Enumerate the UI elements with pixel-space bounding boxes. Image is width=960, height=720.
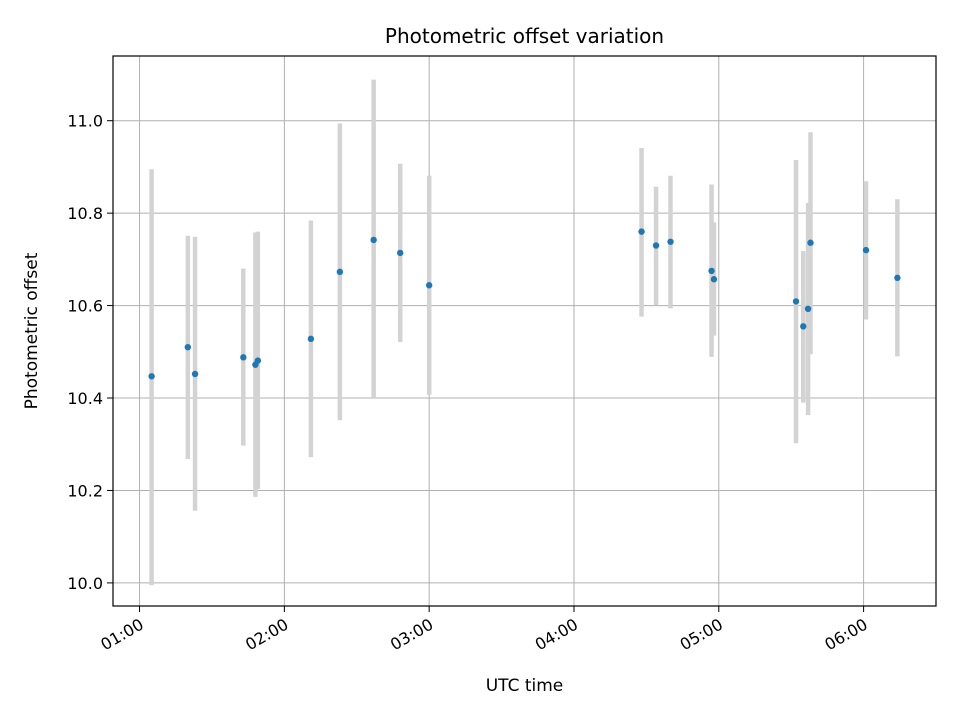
x-axis-title: UTC time (486, 676, 564, 696)
plot-frame (112, 55, 937, 607)
data-point (148, 373, 155, 380)
data-point (191, 370, 199, 378)
chart-title: Photometric offset variation (385, 24, 664, 48)
data-point (370, 236, 377, 244)
data-point (184, 343, 192, 351)
data-point (307, 335, 315, 343)
y-tick-label: 10.0 (67, 574, 103, 593)
data-point (894, 274, 901, 282)
y-tick-label: 11.0 (67, 112, 103, 131)
data-point (667, 238, 674, 245)
y-tick-label: 10.2 (67, 481, 103, 500)
y-tick-label: 10.6 (67, 297, 103, 316)
data-point (638, 228, 645, 235)
data-point (710, 276, 718, 283)
data-points (148, 228, 901, 380)
data-point (336, 268, 344, 276)
data-point (397, 249, 404, 257)
data-point (708, 267, 715, 275)
data-point (240, 354, 247, 361)
data-point (425, 282, 433, 289)
y-tick-label: 10.8 (67, 204, 103, 223)
data-point (652, 242, 660, 249)
data-point (792, 298, 800, 305)
y-axis-title: Photometric offset (22, 252, 42, 409)
grid (113, 56, 936, 606)
y-axis-ticks: 10.0 10.2 10.4 10.6 10.8 11.0 (67, 112, 113, 593)
y-tick-label: 10.4 (67, 389, 103, 408)
data-point (804, 305, 812, 313)
data-point (862, 246, 870, 254)
data-point (254, 357, 262, 364)
data-point (800, 323, 807, 330)
data-point (807, 239, 814, 246)
